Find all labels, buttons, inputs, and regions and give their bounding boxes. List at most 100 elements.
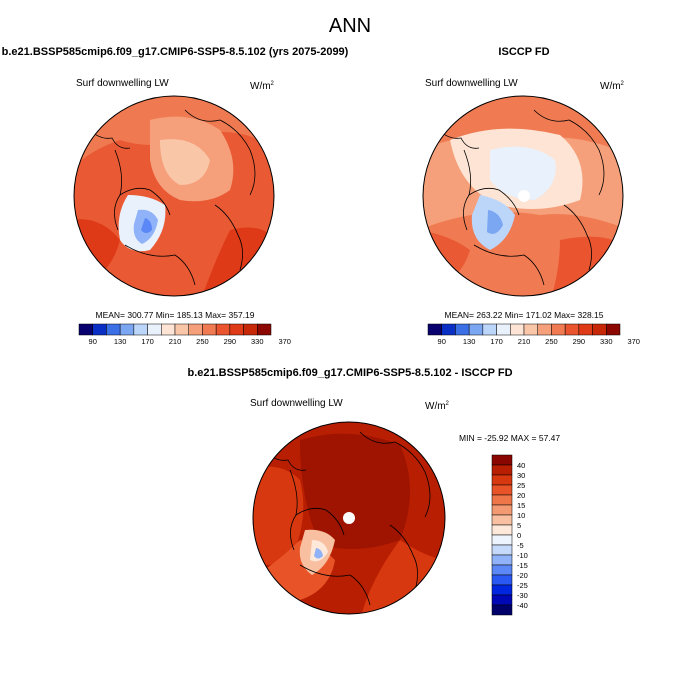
panel-model-field-label: Surf downwelling LW bbox=[76, 78, 169, 89]
colorbar-swatch bbox=[491, 604, 513, 616]
colorbar-swatch bbox=[106, 323, 121, 336]
panel-model-map-border bbox=[73, 95, 275, 297]
panel-diff-field-label: Surf downwelling LW bbox=[250, 398, 343, 409]
colorbar-swatch bbox=[510, 323, 525, 336]
colorbar-swatch bbox=[606, 323, 621, 336]
colorbar-swatch bbox=[491, 464, 513, 476]
colorbar-swatch bbox=[147, 323, 162, 336]
colorbar-tick-label: 0 bbox=[517, 531, 521, 540]
panel-diff-units: W/m2 bbox=[425, 401, 450, 412]
colorbar-swatch bbox=[257, 323, 272, 336]
panel-obs-colorbar: 90 130 170 210 250 290 330 370 bbox=[427, 323, 640, 346]
colorbar-tick-label: 5 bbox=[517, 521, 521, 530]
colorbar-tick-label: 130 bbox=[114, 337, 127, 346]
colorbar-tick-label: -25 bbox=[517, 581, 528, 590]
colorbar-tick-label: -40 bbox=[517, 601, 528, 610]
panel-model-title: b.e21.BSSP585cmip6.f09_g17.CMIP6-SSP5-8.… bbox=[2, 46, 349, 58]
colorbar-swatch bbox=[491, 544, 513, 556]
colorbar-tick-label: 250 bbox=[196, 337, 209, 346]
colorbar-swatch bbox=[427, 323, 442, 336]
colorbar-swatch bbox=[491, 454, 513, 466]
colorbar-tick-label: 330 bbox=[600, 337, 613, 346]
colorbar-tick-label: 290 bbox=[573, 337, 586, 346]
colorbar-swatch bbox=[441, 323, 456, 336]
colorbar-tick-label: 210 bbox=[518, 337, 531, 346]
colorbar-tick-label: -20 bbox=[517, 571, 528, 580]
panel-model-units: W/m2 bbox=[250, 81, 275, 92]
colorbar-swatch bbox=[161, 323, 176, 336]
colorbar-swatch bbox=[174, 323, 189, 336]
panel-obs: ISCCP FD Surf downwelling LW W/m2 MEAN= … bbox=[422, 46, 640, 346]
colorbar-tick-label: -30 bbox=[517, 591, 528, 600]
colorbar-swatch bbox=[491, 594, 513, 606]
colorbar-tick-label: 10 bbox=[517, 511, 525, 520]
colorbar-swatch bbox=[496, 323, 511, 336]
colorbar-swatch bbox=[229, 323, 244, 336]
colorbar-tick-label: 30 bbox=[517, 471, 525, 480]
colorbar-tick-label: 370 bbox=[278, 337, 291, 346]
colorbar-swatch bbox=[491, 514, 513, 526]
colorbar-swatch bbox=[215, 323, 231, 336]
panel-obs-title: ISCCP FD bbox=[498, 46, 549, 58]
colorbar-swatch bbox=[592, 323, 607, 336]
colorbar-swatch bbox=[537, 323, 552, 336]
colorbar-swatch bbox=[491, 524, 513, 536]
panel-model-stats: MEAN= 300.77 Min= 185.13 Max= 357.19 bbox=[95, 310, 254, 320]
colorbar-tick-label: 370 bbox=[627, 337, 640, 346]
colorbar-tick-label: 330 bbox=[251, 337, 264, 346]
panel-diff-title: b.e21.BSSP585cmip6.f09_g17.CMIP6-SSP5-8.… bbox=[187, 367, 512, 379]
colorbar-swatch bbox=[188, 323, 203, 336]
colorbar-swatch bbox=[133, 323, 148, 336]
colorbar-swatch bbox=[78, 323, 93, 336]
colorbar-tick-label: 130 bbox=[463, 337, 476, 346]
colorbar-tick-label: 40 bbox=[517, 461, 525, 470]
panel-diff-map bbox=[253, 422, 445, 614]
colorbar-swatch bbox=[482, 323, 497, 336]
colorbar-swatch bbox=[202, 323, 217, 336]
colorbar-swatch bbox=[491, 474, 513, 486]
colorbar-swatch bbox=[491, 574, 513, 586]
colorbar-tick-label: 15 bbox=[517, 501, 525, 510]
panel-obs-units: W/m2 bbox=[600, 81, 625, 92]
panel-diff: b.e21.BSSP585cmip6.f09_g17.CMIP6-SSP5-8.… bbox=[187, 367, 560, 616]
panel-diff-map-border bbox=[252, 421, 446, 615]
panel-obs-map-border bbox=[422, 95, 624, 297]
colorbar-swatch bbox=[455, 323, 470, 336]
panel-obs-map bbox=[423, 96, 623, 296]
colorbar-swatch bbox=[491, 484, 513, 496]
colorbar-swatch bbox=[491, 534, 513, 546]
panel-obs-stats: MEAN= 263.22 Min= 171.02 Max= 328.15 bbox=[444, 310, 603, 320]
colorbar-swatch bbox=[564, 323, 580, 336]
colorbar-swatch bbox=[491, 554, 513, 566]
colorbar-tick-label: 170 bbox=[490, 337, 503, 346]
colorbar-tick-label: 25 bbox=[517, 481, 525, 490]
colorbar-swatch bbox=[491, 494, 513, 506]
colorbar-swatch bbox=[468, 323, 484, 336]
colorbar-swatch bbox=[491, 584, 513, 596]
colorbar-tick-label: 90 bbox=[438, 337, 446, 346]
colorbar-swatch bbox=[491, 564, 513, 576]
panel-obs-field-label: Surf downwelling LW bbox=[425, 78, 518, 89]
colorbar-tick-label: 20 bbox=[517, 491, 525, 500]
colorbar-tick-label: 210 bbox=[169, 337, 182, 346]
colorbar-tick-label: 290 bbox=[224, 337, 237, 346]
colorbar-swatch bbox=[119, 323, 135, 336]
colorbar-swatch bbox=[578, 323, 593, 336]
colorbar-tick-label: -5 bbox=[517, 541, 524, 550]
colorbar-tick-label: 250 bbox=[545, 337, 558, 346]
colorbar-tick-label: -15 bbox=[517, 561, 528, 570]
colorbar-tick-label: 170 bbox=[141, 337, 154, 346]
colorbar-swatch bbox=[491, 504, 513, 516]
panel-model-map bbox=[74, 96, 274, 296]
panel-diff-stats: MIN = -25.92 MAX = 57.47 bbox=[459, 433, 560, 443]
colorbar-tick-label: -10 bbox=[517, 551, 528, 560]
colorbar-swatch bbox=[523, 323, 538, 336]
colorbar-swatch bbox=[92, 323, 107, 336]
panel-model: b.e21.BSSP585cmip6.f09_g17.CMIP6-SSP5-8.… bbox=[2, 46, 349, 346]
colorbar-tick-label: 90 bbox=[89, 337, 97, 346]
colorbar-swatch bbox=[551, 323, 566, 336]
panel-model-colorbar: 90 130 170 210 250 290 330 370 bbox=[78, 323, 291, 346]
page-title: ANN bbox=[329, 15, 371, 37]
